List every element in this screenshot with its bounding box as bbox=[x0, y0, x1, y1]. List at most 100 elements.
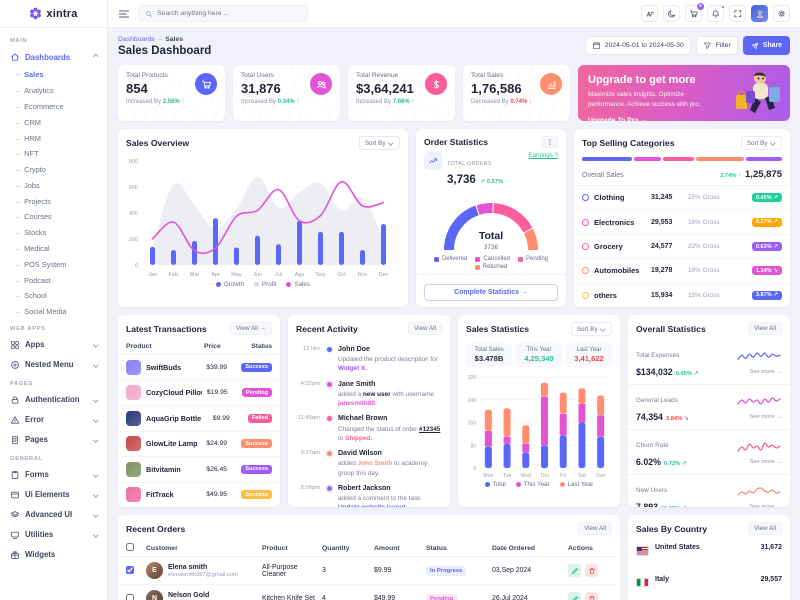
transaction-row-aquagrip-bottle[interactable]: AquaGrip Bottle $9.99 Failed bbox=[118, 406, 280, 432]
top-selling-sort-button[interactable]: Sort By bbox=[740, 136, 782, 150]
select-all-checkbox[interactable] bbox=[126, 543, 134, 551]
sidebar-subitem-medical[interactable]: – Medical bbox=[16, 243, 50, 253]
sidebar-subitem-jobs[interactable]: – Jobs bbox=[16, 180, 40, 190]
delete-button[interactable] bbox=[585, 564, 598, 577]
edit-button[interactable] bbox=[568, 592, 581, 600]
bottom-row: Recent Orders View All Customer Product Qu… bbox=[118, 515, 790, 600]
translate-button[interactable] bbox=[641, 5, 658, 22]
transaction-row-fittrack[interactable]: FitTrack $49.95 Success bbox=[118, 483, 280, 508]
sidebar-subitem-crypto[interactable]: – Crypto bbox=[16, 165, 46, 175]
complete-statistics-button[interactable]: Complete Statistics → bbox=[424, 284, 558, 301]
country-view-all-button[interactable]: View All bbox=[748, 522, 782, 535]
orders-gauge-legend: Delivered Cancelled Pending Returned bbox=[416, 256, 566, 270]
svg-text:600: 600 bbox=[129, 185, 138, 191]
overall-statistics-view-all-button[interactable]: View All bbox=[748, 322, 782, 335]
search-input[interactable] bbox=[157, 10, 301, 17]
share-button[interactable]: Share bbox=[742, 36, 790, 55]
user-avatar[interactable] bbox=[751, 5, 768, 22]
sidebar-item-dashboards[interactable]: Dashboards bbox=[0, 47, 107, 67]
svg-text:Sep: Sep bbox=[316, 272, 326, 278]
sales-by-country-title: Sales By Country bbox=[636, 523, 708, 534]
row-checkbox[interactable] bbox=[126, 593, 134, 600]
kpi-card-total-products: Total Products 854 Increased By 2.56% ↑ bbox=[118, 65, 225, 121]
order-row-elena-smith[interactable]: E Elena smith elenasmith387@gmail.com All… bbox=[118, 557, 620, 585]
brand-logo[interactable]: xintra bbox=[0, 0, 107, 28]
sparkline-chart bbox=[737, 396, 781, 405]
svg-text:3736: 3736 bbox=[484, 244, 499, 251]
expand-button[interactable] bbox=[729, 5, 746, 22]
sales-by-country-card: Sales By Country View All United States 3… bbox=[628, 515, 790, 600]
brand-logo-icon bbox=[29, 7, 42, 20]
sidebar-subitem-crm[interactable]: – CRM bbox=[16, 117, 41, 127]
see-more-link[interactable]: See more → bbox=[749, 368, 782, 375]
menu-toggle-icon[interactable] bbox=[118, 8, 130, 20]
delete-button[interactable] bbox=[585, 592, 598, 600]
activity-view-all-button[interactable]: View All bbox=[408, 322, 442, 335]
category-row-clothing[interactable]: Clothing 31,245 25% Gross 0.45% ↗ bbox=[574, 186, 790, 211]
transaction-row-glowlite-lamp[interactable]: GlowLite Lamp $24.99 Success bbox=[118, 432, 280, 457]
sidebar-subitem-school[interactable]: – School bbox=[16, 291, 47, 301]
sidebar-subitem-projects[interactable]: – Projects bbox=[16, 196, 51, 206]
cart-button[interactable]: 5 bbox=[685, 3, 704, 22]
edit-button[interactable] bbox=[568, 564, 581, 577]
category-row-automobiles[interactable]: Automobiles 19,278 18% Gross 1.14% ↘ bbox=[574, 259, 790, 284]
country-row-united-states[interactable]: United States 31,672 bbox=[628, 540, 790, 572]
transaction-row-bitvitamin[interactable]: Bitvitamin $26.45 Success bbox=[118, 457, 280, 483]
apps-icon bbox=[11, 340, 19, 349]
pages-icon bbox=[12, 435, 18, 444]
sidebar-item-widgets[interactable]: Widgets bbox=[0, 545, 107, 565]
category-row-others[interactable]: others 15,934 15% Gross 3.87% ↗ bbox=[574, 284, 790, 307]
sidebar-subitem-social-media[interactable]: – Social Media bbox=[16, 307, 67, 317]
sidebar-item-utilities[interactable]: Utilities bbox=[0, 525, 107, 545]
sidebar-subitem-podcast[interactable]: – Podcast bbox=[16, 275, 51, 285]
sidebar-item-forms[interactable]: Forms bbox=[0, 465, 107, 485]
breadcrumb-root[interactable]: Dashboards bbox=[118, 36, 155, 43]
sales-statistics-sort-button[interactable]: Sort By bbox=[570, 322, 612, 336]
sidebar-subitem-nft[interactable]: – NFT bbox=[16, 149, 39, 159]
upgrade-title: Upgrade to get more bbox=[588, 74, 696, 86]
category-row-electronics[interactable]: Electronics 29,553 16% Gross 0.27% ↗ bbox=[574, 210, 790, 235]
filter-button[interactable]: Filter bbox=[695, 36, 738, 55]
date-range-picker[interactable]: 2024-05-01 to 2024-05-30 bbox=[584, 36, 691, 55]
sidebar-section-label: PAGES bbox=[10, 380, 33, 387]
sidebar-subitem-courses[interactable]: – Courses bbox=[16, 212, 52, 222]
moon-button[interactable] bbox=[663, 5, 680, 22]
sidebar-item-nested-menu[interactable]: Nested Menu bbox=[0, 355, 107, 375]
bell-button[interactable] bbox=[707, 4, 725, 22]
sidebar-subitem-stocks[interactable]: – Stocks bbox=[16, 228, 47, 238]
kebab-menu-icon[interactable] bbox=[542, 136, 558, 148]
category-change-badge: 0.63% ↗ bbox=[751, 242, 782, 252]
latest-transactions-title: Latest Transactions bbox=[126, 323, 207, 334]
see-more-link[interactable]: See more → bbox=[749, 413, 782, 420]
sidebar-subitem-pos-system[interactable]: – POS System bbox=[16, 259, 67, 269]
sidebar-item-pages[interactable]: Pages bbox=[0, 430, 107, 450]
country-row-italy[interactable]: Italy 29,557 bbox=[628, 572, 790, 600]
transaction-status-badge: Failed bbox=[247, 413, 272, 423]
orders-view-all-button[interactable]: View All bbox=[578, 522, 612, 535]
sidebar-item-error[interactable]: Error bbox=[0, 410, 107, 430]
sidebar-subitem-analytics[interactable]: – Analytics bbox=[16, 86, 54, 96]
search-box[interactable] bbox=[138, 5, 308, 22]
gear-button[interactable] bbox=[773, 5, 790, 22]
earnings-link[interactable]: Earnings ? bbox=[528, 152, 558, 159]
see-more-link[interactable]: See more → bbox=[749, 458, 782, 465]
category-dot-icon bbox=[582, 218, 589, 226]
transaction-row-cozycloud-pillow[interactable]: CozyCloud Pillow $19.95 Pending bbox=[118, 381, 280, 406]
transaction-row-swiftbuds[interactable]: SwiftBuds $39.99 Success bbox=[118, 355, 280, 381]
transactions-view-all-button[interactable]: View All → bbox=[230, 322, 272, 335]
category-row-grocery[interactable]: Grocery 24,577 22% Gross 0.63% ↗ bbox=[574, 235, 790, 260]
sidebar-subitem-ecommerce[interactable]: – Ecommerce bbox=[16, 101, 64, 111]
sidebar-item-apps[interactable]: Apps bbox=[0, 335, 107, 355]
sidebar-subitem-sales[interactable]: – Sales bbox=[16, 70, 44, 80]
sidebar-item-authentication[interactable]: Authentication bbox=[0, 390, 107, 410]
sidebar-subitem-hrm[interactable]: – HRM bbox=[16, 133, 41, 143]
upgrade-cta-link[interactable]: Upgrade To Pro → bbox=[588, 117, 648, 121]
sidebar-item-ui-elements[interactable]: Ui Elements bbox=[0, 485, 107, 505]
sales-overview-sort-button[interactable]: Sort By bbox=[358, 136, 400, 150]
cart-icon bbox=[201, 80, 211, 89]
see-more-link[interactable]: See more → bbox=[749, 503, 782, 508]
order-row-nelson-gold[interactable]: N Nelson Goldnoahrussell556@gmail.com Ki… bbox=[118, 585, 620, 600]
legend-item: Sales bbox=[286, 281, 310, 288]
sidebar-item-advanced-ui[interactable]: Advanced UI bbox=[0, 505, 107, 525]
row-checkbox[interactable] bbox=[126, 565, 134, 574]
